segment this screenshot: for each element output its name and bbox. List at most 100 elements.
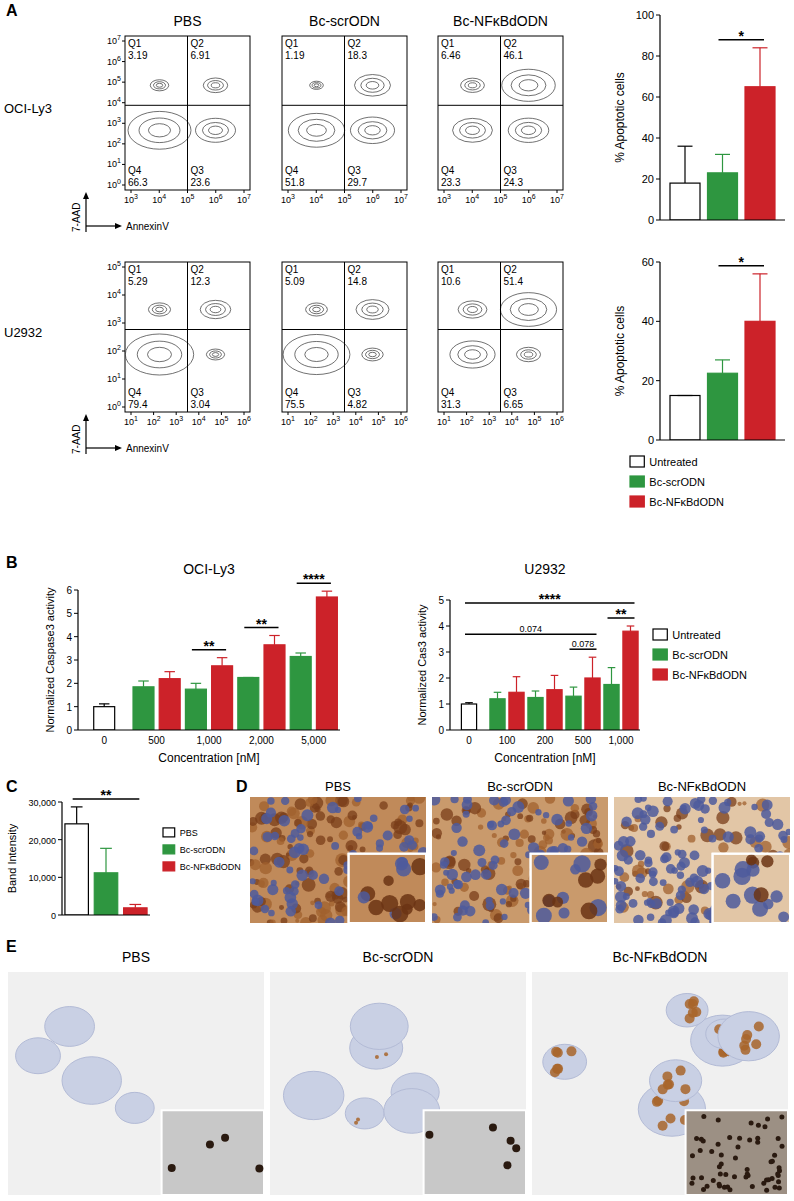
nucleus [509,888,519,898]
tick-base: 10 [107,402,117,412]
contour [458,301,487,318]
stain [553,1048,563,1058]
nucleus [660,914,672,923]
axis-arrow [85,420,86,454]
section-image [270,972,526,1195]
tick [122,41,125,42]
inset-dot [772,1153,777,1158]
image-title: Bc-NFκBdODN [613,949,708,965]
quadrant-label: Q2 [191,264,205,275]
tick-base: 10 [147,417,157,427]
inset-dot [727,1187,732,1192]
tick [656,56,660,57]
significance-label: 0.078 [572,639,595,649]
significance-label: **** [303,571,325,587]
stain [737,802,741,806]
tick-label: 104 [349,415,363,427]
inset [162,1110,264,1195]
bar [94,873,117,915]
contour [309,305,323,313]
axis-title: Normalized Caspase3 activity [44,587,56,732]
bars [670,274,775,440]
quadrant-value: 6.46 [441,50,461,61]
tick-label: 104 [309,193,323,205]
stain [514,858,521,865]
stain [413,797,426,804]
tick-exponent: 4 [515,415,519,422]
inset-border [531,854,608,923]
tick-label: 105 [371,415,385,427]
tick-label: 102 [107,137,121,149]
nucleus [677,872,684,879]
quadrant-label: Q2 [348,38,362,49]
nucleus [325,917,336,923]
tick-base: 10 [152,195,162,205]
tick [244,412,245,415]
nucleus [761,809,771,819]
nucleus [563,797,574,807]
stain [751,1039,761,1049]
gate-line [344,262,345,412]
tick [198,412,199,415]
inset-dot [691,1175,696,1180]
inset-cell [570,864,580,874]
quadrant-label: Q4 [128,165,142,176]
nucleus [335,916,344,923]
stain [270,920,276,923]
stain [630,824,638,832]
tick [446,652,450,653]
category-label: 200 [537,735,554,746]
axis-title: AnnexinV [126,443,169,454]
tick [656,97,660,98]
tick-label: 105 [527,415,541,427]
stain [279,905,284,910]
tick-exponent: 5 [537,415,541,422]
stain [258,878,268,888]
nucleus [376,845,383,852]
stain [659,841,669,851]
tick [310,412,311,415]
nucleus [745,834,755,844]
nucleus [250,878,256,884]
error-cap [129,904,141,905]
tick [122,407,125,408]
stain [309,914,317,922]
quadrant-label: Q1 [128,264,142,275]
tick-exponent: 5 [381,415,385,422]
arrow-head [83,192,89,199]
tick-label: 104 [152,193,166,205]
tick [446,600,450,601]
inset-dot [701,1138,706,1143]
contour [156,83,162,87]
stain [492,833,497,838]
nucleus [645,805,652,812]
stain [334,867,343,876]
inset-cell [778,911,789,922]
legend-swatch [163,828,175,837]
tissue-piece [62,1057,121,1105]
tick [122,61,125,62]
nucleus [331,842,339,850]
stain [482,897,496,911]
nucleus [651,898,662,909]
tick-exponent: 6 [532,193,536,200]
stain [542,830,546,834]
tick-exponent: 2 [314,415,318,422]
stain [305,799,313,807]
tick-label: 5 [66,608,72,619]
nucleus [646,898,652,904]
image-title: PBS [325,779,351,794]
tick-exponent: 6 [560,415,564,422]
contour [463,304,482,315]
nucleus [296,824,305,833]
bar [65,824,88,915]
tick-base: 10 [192,417,202,427]
tick-label: 106 [522,193,536,205]
tick [122,295,125,296]
contour [366,350,380,358]
tick-label: 101 [124,415,138,427]
tick-base: 10 [107,139,117,149]
stain [316,811,326,821]
tick-exponent: 6 [404,415,408,422]
axis-arrow [86,225,116,226]
